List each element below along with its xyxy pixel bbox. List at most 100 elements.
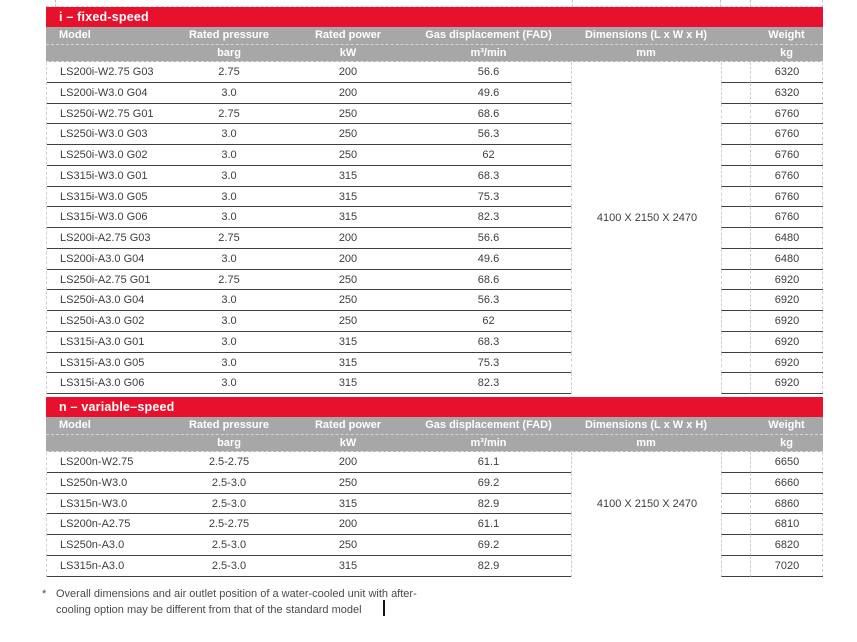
gas-displacement-cell: 82.9 (406, 556, 571, 577)
col-header-fad: Gas displacement (FAD) (425, 29, 552, 41)
rated-pressure-cell: 2.5-3.0 (168, 494, 290, 515)
footnote-asterisk: * (42, 588, 47, 600)
gas-displacement-cell: 82.9 (406, 494, 571, 515)
rated-pressure-cell: 2.75 (168, 104, 290, 125)
spacer-cell (721, 269, 750, 291)
weight-cell: 6920 (750, 352, 823, 374)
model-cell: LS315n-W3.0 (47, 494, 168, 515)
gas-displacement-cell: 68.6 (406, 104, 571, 125)
gas-displacement-cell: 68.3 (406, 332, 571, 353)
grid-tick (720, 0, 721, 7)
model-cell: LS250i-A3.0 G02 (47, 311, 168, 332)
model-cell: LS315i-A3.0 G01 (47, 332, 168, 353)
grid-tick (572, 0, 573, 7)
weight-cell: 6820 (750, 535, 823, 556)
rated-power-cell: 315 (290, 187, 406, 208)
gas-displacement-cell: 56.6 (406, 62, 571, 83)
rated-power-cell: 200 (290, 62, 406, 83)
gas-displacement-cell: 56.6 (406, 228, 571, 249)
col-header-dims: Dimensions (L x W x H) (584, 419, 708, 431)
spacer-cell (721, 124, 750, 145)
weight-cell: 6920 (750, 311, 823, 332)
weight-cell: 6660 (750, 472, 823, 494)
rated-power-cell: 250 (290, 104, 406, 125)
weight-cell: 6480 (750, 228, 823, 249)
col-unit-weight: kg (780, 437, 793, 449)
col-header-model: Model (59, 29, 91, 41)
col-header-pressure: Rated pressure (188, 419, 270, 431)
spacer-cell (721, 145, 750, 166)
dimensions-cell (571, 207, 721, 228)
dimensions-cell (571, 452, 721, 473)
model-cell: LS315i-W3.0 G06 (47, 207, 168, 228)
grid-tick (55, 0, 56, 7)
table-row: LS200n-W2.75 2.5-2.75 200 61.1 6650 (47, 452, 823, 473)
table-row: LS315i-W3.0 G06 3.0 315 82.3 6760 (47, 207, 823, 228)
gas-displacement-cell: 68.3 (406, 166, 571, 187)
column-header: Model Rated pressure Rated power Gas dis… (46, 27, 823, 62)
rated-power-cell: 200 (290, 452, 406, 473)
cropped-row-strip (46, 0, 823, 7)
col-unit-weight: kg (780, 47, 793, 59)
gas-displacement-cell: 69.2 (406, 535, 571, 556)
spacer-cell (721, 373, 750, 394)
rated-pressure-cell: 3.0 (168, 124, 290, 145)
rated-power-cell: 200 (290, 83, 406, 104)
col-unit-fad: m³/min (470, 47, 507, 59)
model-cell: LS250i-W2.75 G01 (47, 104, 168, 125)
gas-displacement-cell: 62 (406, 145, 571, 166)
weight-cell: 6920 (750, 290, 823, 311)
dimensions-cell (571, 311, 721, 332)
dimensions-cell (571, 82, 721, 104)
col-unit-power: kW (339, 437, 357, 449)
section-title-fixed-speed: i – fixed-speed (46, 7, 823, 27)
col-unit-dims: mm (636, 437, 656, 449)
table-row: LS200n-A2.75 2.5-2.75 200 61.1 6810 (47, 514, 823, 535)
rated-pressure-cell: 3.0 (168, 373, 290, 394)
rated-power-cell: 250 (290, 473, 406, 494)
col-unit-spacer (721, 435, 750, 451)
col-header-spacer (721, 27, 750, 44)
dimensions-cell (571, 124, 721, 145)
dimensions-cell (571, 352, 721, 374)
col-unit-pressure: barg (217, 47, 241, 59)
text-cursor (383, 600, 385, 616)
rated-power-cell: 315 (290, 373, 406, 394)
model-cell: LS200n-A2.75 (47, 514, 168, 535)
dimensions-cell (571, 514, 721, 535)
weight-cell: 6760 (750, 186, 823, 208)
col-header-pressure: Rated pressure (188, 29, 270, 41)
rated-pressure-cell: 3.0 (168, 332, 290, 353)
rated-power-cell: 315 (290, 556, 406, 577)
rated-pressure-cell: 2.5-3.0 (168, 473, 290, 494)
weight-cell: 6480 (750, 248, 823, 270)
spec-table: i – fixed-speed Model Rated pressure Rat… (46, 0, 823, 577)
weight-cell: 7020 (750, 555, 823, 577)
spacer-cell (721, 514, 750, 535)
model-cell: LS250i-A3.0 G04 (47, 290, 168, 311)
rated-pressure-cell: 2.5-2.75 (168, 452, 290, 473)
dimensions-cell (571, 331, 721, 353)
weight-cell: 6650 (750, 452, 823, 473)
col-header-weight: Weight (768, 419, 805, 431)
col-header-fad: Gas displacement (FAD) (425, 419, 552, 431)
model-cell: LS250i-A2.75 G01 (47, 270, 168, 291)
model-cell: LS200i-W2.75 G03 (47, 62, 168, 83)
col-unit-model (46, 45, 168, 61)
table-row: LS250i-W3.0 G03 3.0 250 56.3 6760 (47, 124, 823, 145)
rated-pressure-cell: 2.75 (168, 62, 290, 83)
weight-cell: 6920 (750, 331, 823, 353)
spacer-cell (721, 228, 750, 249)
dimensions-cell (571, 145, 721, 166)
dimensions-cell (571, 269, 721, 291)
gas-displacement-cell: 82.3 (406, 207, 571, 228)
weight-cell: 6810 (750, 514, 823, 535)
rated-pressure-cell: 3.0 (168, 83, 290, 104)
rated-pressure-cell: 3.0 (168, 166, 290, 187)
rated-pressure-cell: 2.5-3.0 (168, 535, 290, 556)
gas-displacement-cell: 75.3 (406, 353, 571, 374)
table-row: LS250n-W3.0 2.5-3.0 250 69.2 6660 (47, 472, 823, 494)
col-unit-model (46, 435, 168, 451)
table-row: LS250i-W2.75 G01 2.75 250 68.6 6760 (47, 103, 823, 125)
dimensions-cell (571, 555, 721, 577)
